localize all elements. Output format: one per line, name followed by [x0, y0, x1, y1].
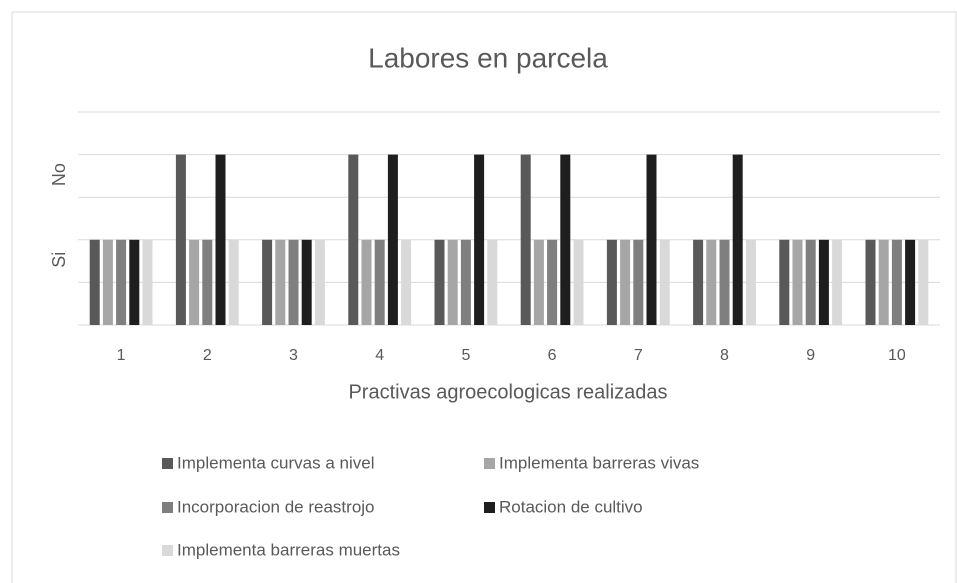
bar	[732, 154, 743, 325]
x-tick-label: 2	[203, 347, 212, 364]
bar	[434, 239, 445, 325]
bar	[228, 239, 239, 325]
bar	[706, 239, 717, 325]
legend-swatch	[484, 502, 495, 513]
bar	[659, 239, 670, 325]
bar	[620, 239, 631, 325]
x-tick-label: 6	[548, 347, 557, 364]
legend-label: Implementa barreras muertas	[177, 540, 400, 559]
bar	[832, 239, 843, 325]
legend-label: Implementa barreras vivas	[499, 453, 699, 472]
bar	[918, 239, 929, 325]
bar	[573, 239, 584, 325]
bar	[693, 239, 704, 325]
bar	[314, 239, 325, 325]
legend-label: Rotacion de cultivo	[499, 497, 643, 516]
x-axis-title: Practivas agroecologicas realizadas	[348, 381, 667, 403]
bar	[401, 239, 412, 325]
y-tick-label: Si	[49, 252, 69, 268]
bar	[116, 239, 127, 325]
bar	[189, 239, 200, 325]
bar	[142, 239, 153, 325]
bar	[865, 239, 876, 325]
bar	[348, 154, 359, 325]
bar	[202, 239, 213, 325]
bar	[606, 239, 617, 325]
bar	[262, 239, 273, 325]
bar	[533, 239, 544, 325]
bar	[175, 154, 186, 325]
legend-label: Incorporacion de reastrojo	[177, 497, 375, 516]
bar	[818, 239, 829, 325]
bar	[275, 239, 286, 325]
y-tick-label: No	[49, 163, 69, 186]
bar	[361, 239, 372, 325]
x-tick-label: 3	[289, 347, 298, 364]
bar	[745, 239, 756, 325]
bar	[719, 239, 730, 325]
bar	[301, 239, 312, 325]
bar	[792, 239, 803, 325]
bar	[129, 239, 140, 325]
bar	[460, 239, 471, 325]
x-tick-label: 8	[720, 347, 729, 364]
bar	[805, 239, 816, 325]
bar	[779, 239, 790, 325]
legend-swatch	[162, 545, 173, 556]
x-tick-label: 5	[461, 347, 470, 364]
bar	[891, 239, 902, 325]
x-tick-label: 4	[375, 347, 384, 364]
bar	[374, 239, 385, 325]
x-tick-label: 7	[634, 347, 643, 364]
bar	[474, 154, 485, 325]
bar	[215, 154, 226, 325]
bar	[387, 154, 398, 325]
bar	[646, 154, 657, 325]
bar	[547, 239, 558, 325]
x-tick-label: 1	[117, 347, 126, 364]
bar	[102, 239, 113, 325]
legend-swatch	[162, 458, 173, 469]
bar	[447, 239, 458, 325]
bar	[878, 239, 889, 325]
bar	[487, 239, 498, 325]
bar	[905, 239, 916, 325]
legend-swatch	[484, 458, 495, 469]
bar	[633, 239, 644, 325]
legend-label: Implementa curvas a nivel	[177, 453, 374, 472]
bar	[560, 154, 571, 325]
bar	[89, 239, 100, 325]
chart-title: Labores en parcela	[368, 42, 608, 73]
x-tick-label: 9	[806, 347, 815, 364]
bar	[288, 239, 299, 325]
bar	[520, 154, 531, 325]
x-tick-label: 10	[888, 347, 906, 364]
legend-swatch	[162, 502, 173, 513]
